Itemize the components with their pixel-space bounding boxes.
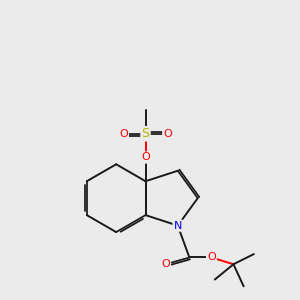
Text: O: O	[161, 259, 170, 269]
Text: O: O	[141, 152, 150, 163]
Text: S: S	[142, 127, 149, 140]
Text: O: O	[207, 253, 216, 262]
Text: O: O	[119, 129, 128, 139]
Text: N: N	[174, 220, 182, 231]
Text: O: O	[163, 129, 172, 139]
